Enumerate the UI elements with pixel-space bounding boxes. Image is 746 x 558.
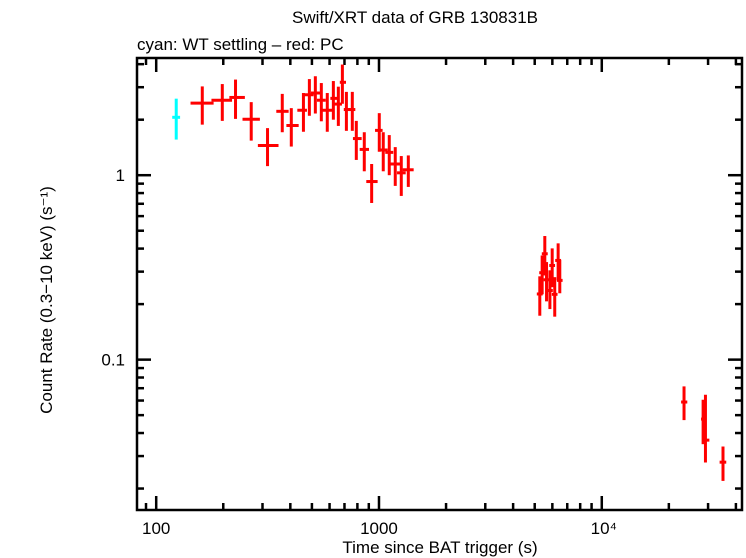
data-point-pc xyxy=(286,108,299,147)
y-tick-label: 1 xyxy=(116,166,125,185)
data-point-pc xyxy=(359,132,370,172)
data-point-pc xyxy=(549,248,556,288)
data-point-pc xyxy=(702,394,710,463)
data-point-pc xyxy=(322,93,334,132)
data-point-pc xyxy=(190,86,214,125)
y-tick-label: 0.1 xyxy=(101,351,125,370)
y-axis-label: Count Rate (0.3−10 keV) (s⁻¹) xyxy=(37,186,56,414)
data-point-pc xyxy=(330,81,338,120)
data-point-pc xyxy=(352,120,362,160)
data-point-pc xyxy=(375,113,383,152)
data-point-pc xyxy=(390,147,401,186)
data-point-pc xyxy=(397,156,406,196)
data-point-pc xyxy=(551,277,558,317)
data-point-pc xyxy=(339,64,346,104)
data-point-pc xyxy=(402,155,414,187)
data-point-pc xyxy=(719,446,727,481)
axis-ticks xyxy=(137,58,742,510)
data-point-pc xyxy=(380,132,388,172)
data-point-pc xyxy=(334,86,342,126)
data-points xyxy=(172,64,727,481)
data-point-pc xyxy=(366,164,378,203)
data-point-pc xyxy=(317,83,326,122)
data-point-pc xyxy=(343,91,351,131)
x-tick-label: 1000 xyxy=(360,519,398,538)
data-point-wt-settling xyxy=(172,98,181,140)
tick-labels: 100 1000 10⁴ 0.1 1 xyxy=(101,166,617,538)
data-point-pc xyxy=(229,79,245,119)
data-point-pc xyxy=(304,79,314,116)
data-point-pc xyxy=(681,386,688,421)
data-point-pc xyxy=(257,128,279,167)
x-axis-label: Time since BAT trigger (s) xyxy=(342,538,537,557)
plot-frame xyxy=(135,56,744,512)
x-tick-label: 10⁴ xyxy=(591,519,617,538)
data-point-pc xyxy=(242,102,260,141)
data-point-pc xyxy=(546,270,553,310)
data-point-pc xyxy=(310,76,322,114)
data-point-pc xyxy=(297,93,307,132)
chart-subtitle: cyan: WT settling – red: PC xyxy=(137,35,344,54)
data-point-pc xyxy=(556,259,563,294)
data-point-pc xyxy=(541,236,548,276)
data-point-pc xyxy=(211,84,233,121)
data-point-pc xyxy=(276,93,289,133)
x-tick-label: 100 xyxy=(142,519,170,538)
data-point-pc xyxy=(385,135,394,176)
chart-title: Swift/XRT data of GRB 130831B xyxy=(292,8,538,27)
data-point-pc xyxy=(348,91,356,131)
